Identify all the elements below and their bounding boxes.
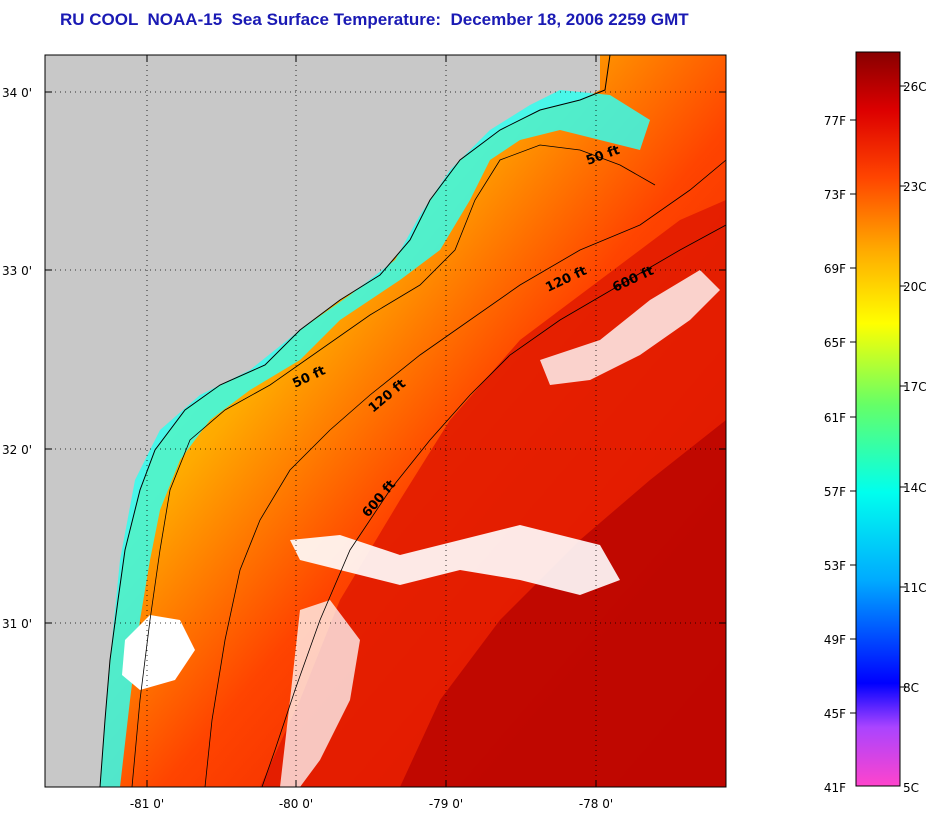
colorbar <box>855 51 901 787</box>
isobath-600ft <box>261 224 726 787</box>
colorbar-c-label: 17C <box>903 380 927 394</box>
map-canvas <box>45 55 726 787</box>
isobath-120ft <box>204 159 726 787</box>
lat-label: 32 0' <box>2 443 32 457</box>
coastline <box>99 55 611 787</box>
cloud-cover <box>122 615 195 690</box>
colorbar-f-label: 41F <box>824 781 846 795</box>
colorbar-f-label: 65F <box>824 336 846 350</box>
colorbar-f-label: 69F <box>824 262 846 276</box>
lon-label: -78 0' <box>579 797 613 811</box>
cloud-streak <box>290 525 620 595</box>
graticule <box>45 55 726 787</box>
lon-label: -80 0' <box>279 797 313 811</box>
map-frame <box>44 54 727 788</box>
lon-label: -79 0' <box>429 797 463 811</box>
lat-label: 33 0' <box>2 264 32 278</box>
colorbar-f-label: 49F <box>824 633 846 647</box>
colorbar-f-label: 45F <box>824 707 846 721</box>
lat-label: 34 0' <box>2 86 32 100</box>
colorbar-f-label: 53F <box>824 559 846 573</box>
colorbar-ticks <box>850 85 906 714</box>
colorbar-c-label: 26C <box>903 80 927 94</box>
colorbar-c-label: 11C <box>903 581 927 595</box>
colorbar-c-label: 14C <box>903 481 927 495</box>
colorbar-f-label: 73F <box>824 188 846 202</box>
lon-label: -81 0' <box>130 797 164 811</box>
gulf-stream <box>400 420 726 787</box>
colorbar-c-label: 20C <box>903 280 927 294</box>
colorbar-f-label: 61F <box>824 411 846 425</box>
colorbar-c-label: 23C <box>903 180 927 194</box>
isobath-50ft <box>131 144 656 787</box>
colorbar-f-label: 57F <box>824 485 846 499</box>
colorbar-c-label: 5C <box>903 781 919 795</box>
colorbar-c-label: 8C <box>903 681 919 695</box>
cloud-streak <box>280 600 360 787</box>
map-title: RU COOL NOAA-15 Sea Surface Temperature:… <box>60 10 689 29</box>
tick-marks <box>45 55 726 787</box>
lat-label: 31 0' <box>2 617 32 631</box>
colorbar-f-label: 77F <box>824 114 846 128</box>
cloud-streak <box>540 270 720 385</box>
